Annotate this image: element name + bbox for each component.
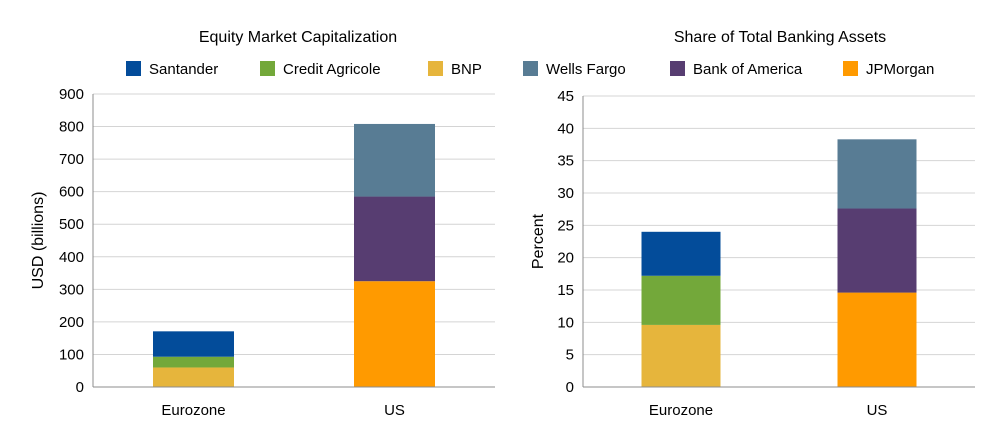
legend-item-jpmorgan: JPMorgan (843, 61, 934, 78)
x-tick-label-us: US (384, 402, 405, 419)
bar-us-jpmorgan (354, 281, 435, 387)
y-tick-label: 10 (557, 314, 574, 331)
legend-label-bnp: BNP (451, 61, 482, 78)
y-tick-label: 5 (566, 347, 574, 364)
legend-swatch-bnp (428, 61, 443, 76)
y-tick-label: 0 (566, 379, 574, 396)
bar-us-wells-fargo (837, 139, 917, 209)
y-tick-label: 40 (557, 120, 574, 137)
bar-eurozone-santander (641, 231, 721, 276)
legend-label-credit-agricole: Credit Agricole (283, 61, 381, 78)
y-tick-label: 600 (59, 184, 84, 201)
y-tick-label: 800 (59, 119, 84, 136)
y-tick-label: 0 (76, 379, 84, 396)
bar-us-bank-of-america (354, 196, 435, 282)
legend-item-bnp: BNP (428, 61, 482, 78)
legend-swatch-santander (126, 61, 141, 76)
chart-equity-market-cap: Equity Market Capitalization 0 100 200 300 40… (30, 29, 495, 419)
y-tick-label: 25 (557, 217, 574, 234)
x-tick-labels: Eurozone US (649, 402, 888, 419)
y-tick-label: 15 (557, 282, 574, 299)
bar-eurozone-credit-agricole (153, 356, 234, 368)
bar-us-wells-fargo (354, 123, 435, 197)
legend-swatch-wells-fargo (523, 61, 538, 76)
x-tick-labels: Eurozone US (161, 402, 405, 419)
legend-label-jpmorgan: JPMorgan (866, 61, 934, 78)
legend-swatch-jpmorgan (843, 61, 858, 76)
legend-label-bank-of-america: Bank of America (693, 61, 803, 78)
y-tick-labels: 0 5 10 15 20 25 30 35 40 45 (557, 88, 574, 396)
y-axis-label: Percent (530, 213, 547, 269)
y-tick-labels: 0 100 200 300 400 500 600 700 800 900 (59, 86, 84, 396)
legend-swatch-bank-of-america (670, 61, 685, 76)
legend-swatch-credit-agricole (260, 61, 275, 76)
bar-eurozone-bnp (153, 367, 234, 387)
y-axis-label: USD (billions) (30, 192, 47, 290)
bars (153, 123, 435, 387)
legend: Santander Credit Agricole BNP Wells Fargo Ba… (126, 61, 934, 78)
legend-item-wells-fargo: Wells Fargo (523, 61, 626, 78)
chart-banking-assets-share: Share of Total Banking Assets 0 5 10 15 20 25 3… (530, 29, 975, 419)
y-tick-label: 500 (59, 216, 84, 233)
legend-item-santander: Santander (126, 61, 218, 78)
bar-eurozone-bnp (641, 324, 721, 387)
y-tick-label: 400 (59, 249, 84, 266)
bar-eurozone-santander (153, 331, 234, 357)
y-tick-label: 35 (557, 153, 574, 170)
legend-label-wells-fargo: Wells Fargo (546, 61, 626, 78)
legend-item-bank-of-america: Bank of America (670, 61, 803, 78)
y-tick-label: 200 (59, 314, 84, 331)
y-tick-label: 45 (557, 88, 574, 105)
x-tick-label-eurozone: Eurozone (161, 402, 225, 419)
bar-eurozone-credit-agricole (641, 275, 721, 325)
y-tick-label: 100 (59, 346, 84, 363)
y-tick-label: 20 (557, 250, 574, 267)
bar-us-bank-of-america (837, 208, 917, 293)
legend-label-santander: Santander (149, 61, 218, 78)
y-tick-label: 30 (557, 185, 574, 202)
y-tick-label: 700 (59, 151, 84, 168)
bars (641, 139, 917, 387)
bar-us-jpmorgan (837, 292, 917, 387)
legend-item-credit-agricole: Credit Agricole (260, 61, 381, 78)
x-tick-label-us: US (867, 402, 888, 419)
chart-title: Equity Market Capitalization (199, 29, 397, 46)
chart-title: Share of Total Banking Assets (674, 29, 886, 46)
gridlines (93, 93, 495, 355)
x-tick-label-eurozone: Eurozone (649, 402, 713, 419)
y-tick-label: 900 (59, 86, 84, 103)
y-tick-label: 300 (59, 281, 84, 298)
